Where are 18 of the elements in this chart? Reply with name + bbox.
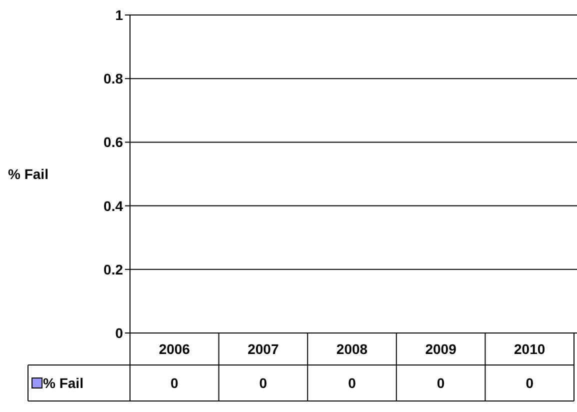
x-tick-label: 2010 — [514, 341, 546, 357]
y-tick-label: 0 — [115, 325, 124, 341]
legend-label: % Fail — [43, 375, 84, 391]
data-label: 0 — [170, 375, 178, 391]
x-tick-label: 2006 — [158, 341, 190, 357]
data-label: 0 — [526, 375, 534, 391]
data-label: 0 — [259, 375, 268, 391]
x-tick-label: 2007 — [248, 341, 279, 357]
data-label: 0 — [436, 375, 445, 391]
y-tick-label: 0.8 — [104, 70, 124, 87]
y-tick-label: 0.4 — [104, 198, 124, 214]
y-axis-title: % Fail — [8, 166, 48, 182]
x-tick-label: 2009 — [425, 341, 457, 357]
y-tick-label: 1 — [115, 7, 124, 23]
data-label: 0 — [348, 375, 356, 391]
y-tick-label: 0.2 — [104, 261, 124, 278]
x-tick-label: 2008 — [336, 341, 368, 357]
y-tick-label: 0.6 — [104, 134, 124, 150]
